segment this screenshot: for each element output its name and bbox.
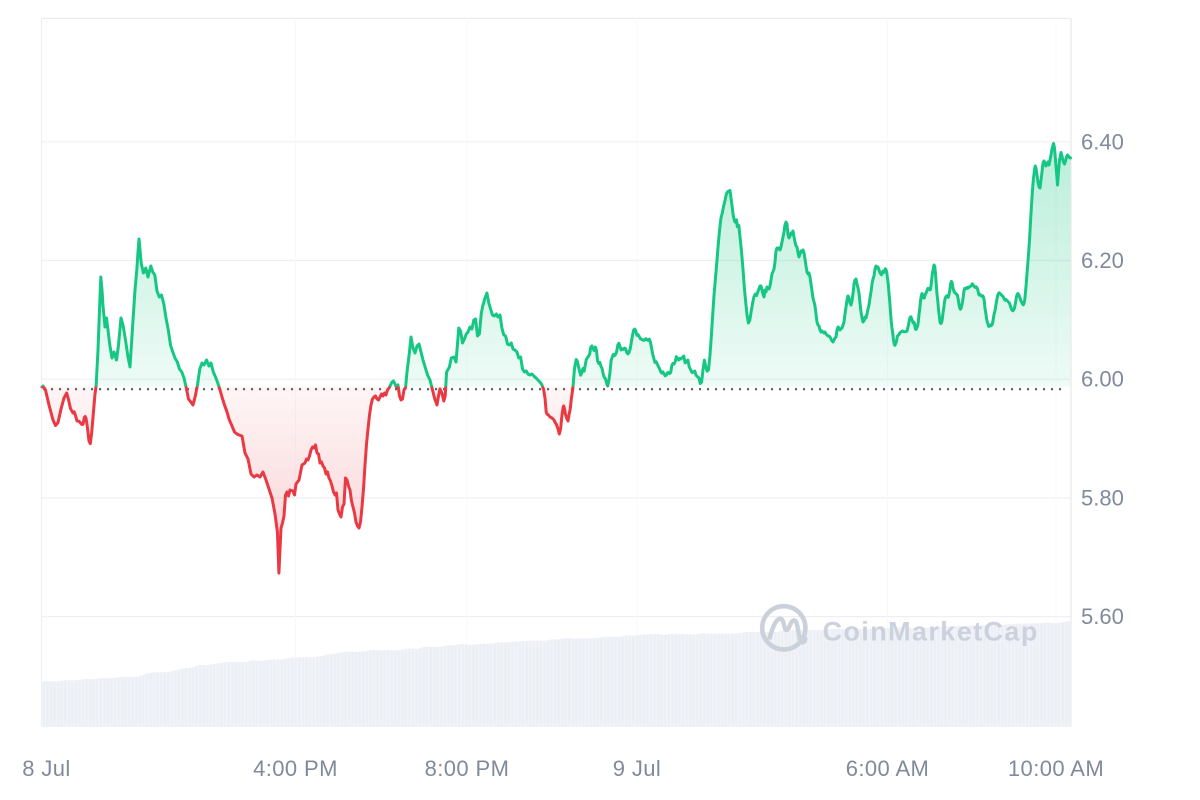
svg-text:6.00: 6.00 [1081,367,1124,392]
svg-text:6:00 AM: 6:00 AM [846,756,930,781]
svg-text:9 Jul: 9 Jul [613,756,661,781]
svg-text:10:00 AM: 10:00 AM [1008,756,1104,781]
svg-text:CoinMarketCap: CoinMarketCap [823,617,1039,647]
svg-text:5.80: 5.80 [1081,485,1124,510]
svg-text:4:00 PM: 4:00 PM [253,756,338,781]
svg-text:6.20: 6.20 [1081,248,1124,273]
svg-text:8 Jul: 8 Jul [22,756,70,781]
svg-text:6.40: 6.40 [1081,129,1124,154]
svg-text:8:00 PM: 8:00 PM [425,756,510,781]
svg-text:5.60: 5.60 [1081,604,1124,629]
